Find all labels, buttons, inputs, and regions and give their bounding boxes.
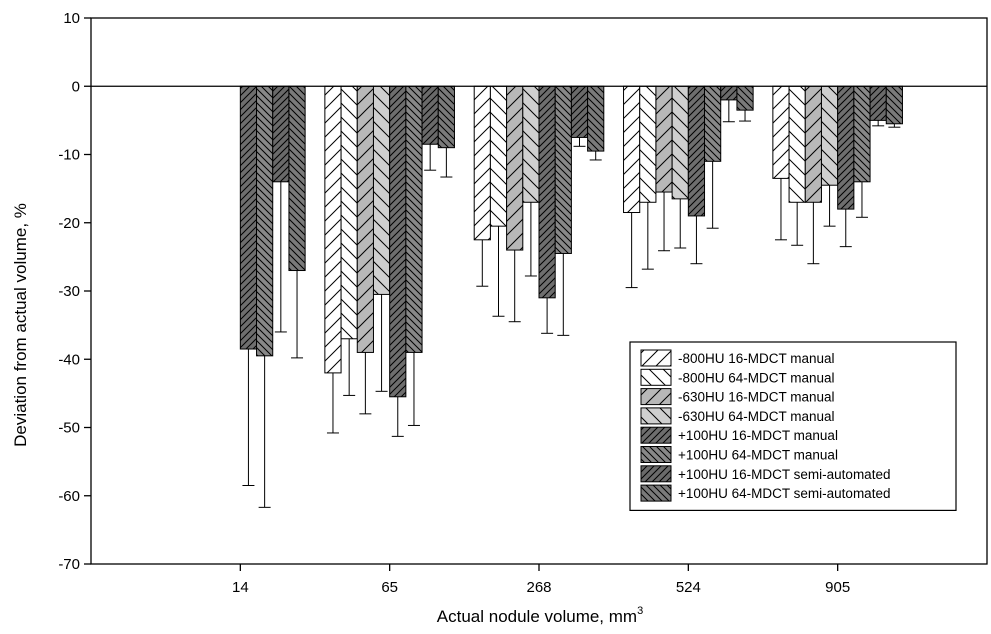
bar-800hu-64-mdct-manual-65 bbox=[340, 85, 358, 340]
error-bars-layer bbox=[242, 99, 901, 508]
bar-800hu-16-mdct-manual-268 bbox=[473, 85, 491, 241]
bar-100hu-16-mdct-manual-905 bbox=[837, 85, 855, 210]
bar-630hu-64-mdct-manual-268 bbox=[522, 85, 540, 203]
y-axis-label: Deviation from actual volume, % bbox=[11, 203, 30, 447]
x-tick-label: 268 bbox=[526, 579, 551, 596]
bar-630hu-16-mdct-manual-268 bbox=[506, 85, 524, 251]
y-tick-label: -20 bbox=[58, 215, 80, 232]
y-axis: 10 0 -10 -20 -30 -40 -50 -60 -70 bbox=[58, 10, 91, 573]
legend: -800HU 16-MDCT manual -800HU 64-MDCT manu… bbox=[629, 341, 957, 511]
legend-item-630hu-64-mdct-manual: -630HU 64-MDCT manual bbox=[640, 407, 835, 425]
legend-swatch bbox=[640, 388, 672, 406]
legend-label: +100HU 16-MDCT semi-automated bbox=[678, 467, 890, 482]
bar-100hu-64-mdct-manual-268 bbox=[554, 85, 572, 254]
x-tick-label: 524 bbox=[676, 579, 701, 596]
legend-item-100hu-16-mdct-semi-automated: +100HU 16-MDCT semi-automated bbox=[640, 465, 890, 483]
x-axis-label: Actual nodule volume, mm3 bbox=[437, 605, 643, 626]
bar-100hu-16-mdct-manual-65 bbox=[389, 85, 407, 398]
legend-label: +100HU 64-MDCT semi-automated bbox=[678, 486, 890, 501]
y-tick-label: -70 bbox=[58, 556, 80, 573]
bar-100hu-64-mdct-semi-automated-524 bbox=[736, 85, 754, 111]
legend-label: +100HU 16-MDCT manual bbox=[678, 428, 838, 443]
bar-100hu-16-mdct-semi-automated-905 bbox=[869, 85, 887, 121]
y-tick-label: 0 bbox=[72, 78, 80, 95]
legend-swatch bbox=[640, 368, 672, 386]
legend-box bbox=[629, 341, 957, 511]
legend-swatch bbox=[640, 465, 672, 483]
y-tick-label: -60 bbox=[58, 488, 80, 505]
bar-100hu-16-mdct-semi-automated-65 bbox=[421, 85, 439, 145]
bar-100hu-16-mdct-manual-524 bbox=[687, 85, 706, 217]
bar-630hu-16-mdct-manual-905 bbox=[804, 85, 822, 203]
y-tick-label: -10 bbox=[58, 147, 80, 164]
legend-item-100hu-64-mdct-manual: +100HU 64-MDCT manual bbox=[640, 446, 838, 463]
bar-800hu-16-mdct-manual-65 bbox=[324, 85, 342, 374]
bar-100hu-16-mdct-semi-automated-14 bbox=[272, 85, 290, 183]
bar-630hu-64-mdct-manual-65 bbox=[372, 85, 391, 295]
bar-630hu-16-mdct-manual-524 bbox=[655, 85, 673, 193]
bar-100hu-64-mdct-semi-automated-65 bbox=[437, 85, 455, 149]
bar-100hu-64-mdct-manual-14 bbox=[256, 85, 274, 357]
legend-swatch bbox=[640, 484, 672, 502]
y-tick-label: -40 bbox=[58, 351, 80, 368]
legend-swatch bbox=[640, 407, 672, 425]
y-tick-label: 10 bbox=[63, 10, 80, 27]
x-axis: 14 65 268 524 905 bbox=[232, 564, 850, 596]
y-tick-label: -50 bbox=[58, 420, 80, 437]
legend-label: -630HU 16-MDCT manual bbox=[678, 390, 835, 405]
bar-100hu-64-mdct-semi-automated-905 bbox=[885, 85, 903, 125]
bar-100hu-64-mdct-manual-905 bbox=[853, 85, 871, 183]
legend-item-100hu-16-mdct-manual: +100HU 16-MDCT manual bbox=[640, 426, 838, 444]
bar-100hu-16-mdct-semi-automated-524 bbox=[720, 85, 738, 101]
bar-100hu-64-mdct-manual-524 bbox=[704, 85, 722, 162]
x-tick-label: 14 bbox=[232, 579, 249, 596]
legend-item-100hu-64-mdct-semi-automated: +100HU 64-MDCT semi-automated bbox=[640, 484, 890, 502]
legend-item-630hu-16-mdct-manual: -630HU 16-MDCT manual bbox=[640, 388, 835, 406]
bar-630hu-64-mdct-manual-905 bbox=[820, 85, 839, 186]
x-tick-label: 905 bbox=[825, 579, 850, 596]
bar-100hu-16-mdct-semi-automated-268 bbox=[570, 85, 589, 138]
legend-swatch bbox=[640, 349, 672, 367]
bar-100hu-64-mdct-manual-65 bbox=[405, 85, 423, 353]
y-tick-label: -30 bbox=[58, 283, 80, 300]
bar-800hu-16-mdct-manual-524 bbox=[623, 85, 641, 214]
legend-swatch bbox=[640, 446, 672, 463]
bar-800hu-64-mdct-manual-524 bbox=[639, 85, 657, 203]
legend-label: -800HU 64-MDCT manual bbox=[678, 370, 835, 385]
x-tick-label: 65 bbox=[381, 579, 398, 596]
bar-800hu-16-mdct-manual-905 bbox=[772, 85, 790, 179]
bar-630hu-64-mdct-manual-524 bbox=[671, 85, 689, 200]
legend-label: +100HU 64-MDCT manual bbox=[678, 448, 838, 463]
legend-item-800hu-64-mdct-manual: -800HU 64-MDCT manual bbox=[640, 368, 835, 386]
bar-100hu-16-mdct-manual-268 bbox=[538, 85, 556, 299]
legend-label: -630HU 64-MDCT manual bbox=[678, 409, 835, 424]
bar-630hu-16-mdct-manual-65 bbox=[356, 85, 374, 353]
bar-800hu-64-mdct-manual-268 bbox=[489, 85, 508, 227]
bar-100hu-16-mdct-manual-14 bbox=[239, 85, 258, 350]
bar-100hu-64-mdct-semi-automated-268 bbox=[587, 85, 605, 152]
bar-100hu-64-mdct-semi-automated-14 bbox=[288, 85, 306, 272]
legend-label: -800HU 16-MDCT manual bbox=[678, 351, 835, 366]
legend-swatch bbox=[640, 426, 672, 444]
bar-800hu-64-mdct-manual-905 bbox=[788, 85, 806, 203]
legend-item-800hu-16-mdct-manual: -800HU 16-MDCT manual bbox=[640, 349, 835, 367]
